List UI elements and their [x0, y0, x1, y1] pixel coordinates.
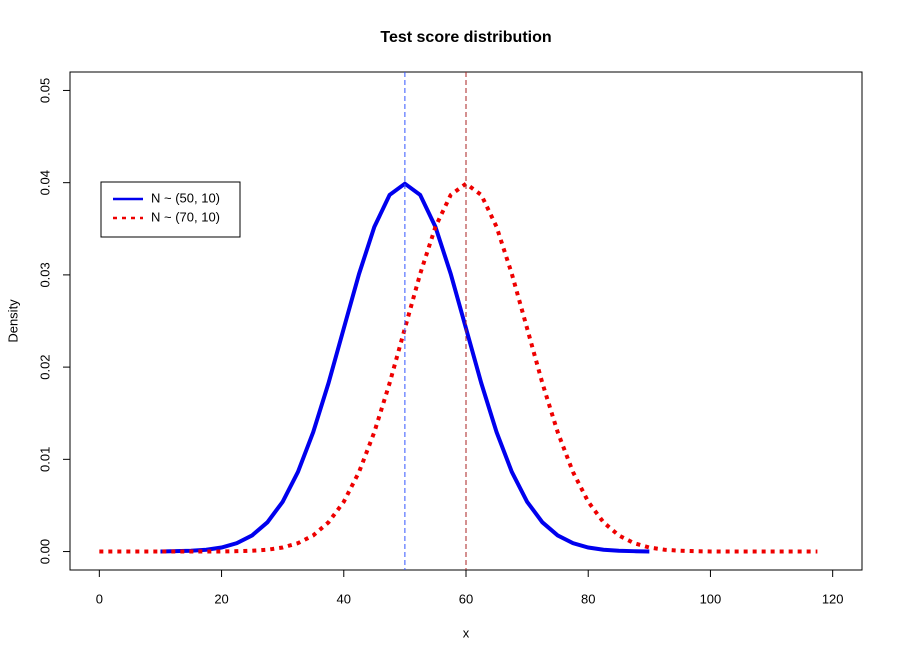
line-series [160, 181, 650, 554]
x-tick-label: 120 [822, 591, 844, 606]
x-tick-label: 20 [214, 591, 228, 606]
legend-label: N ~ (70, 10) [151, 209, 220, 224]
x-tick-label: 0 [96, 591, 103, 606]
x-tick-label: 80 [581, 591, 595, 606]
legend-box [100, 181, 241, 238]
y-axis-title: Density [5, 299, 20, 343]
x-axis-title: x [463, 625, 470, 640]
y-tick-label: 0.05 [37, 78, 52, 103]
y-tick-label: 0.02 [37, 354, 52, 379]
y-tick-label: 0.00 [37, 539, 52, 564]
y-tick-label: 0.01 [37, 447, 52, 472]
y-tick-label: 0.04 [37, 170, 52, 195]
x-tick-label: 60 [459, 591, 473, 606]
chart-title: Test score distribution [380, 29, 551, 46]
line-series [99, 181, 818, 554]
x-tick-label: 40 [337, 591, 351, 606]
x-tick-label: 100 [700, 591, 722, 606]
y-tick-label: 0.03 [37, 262, 52, 287]
legend-label: N ~ (50, 10) [151, 190, 220, 205]
